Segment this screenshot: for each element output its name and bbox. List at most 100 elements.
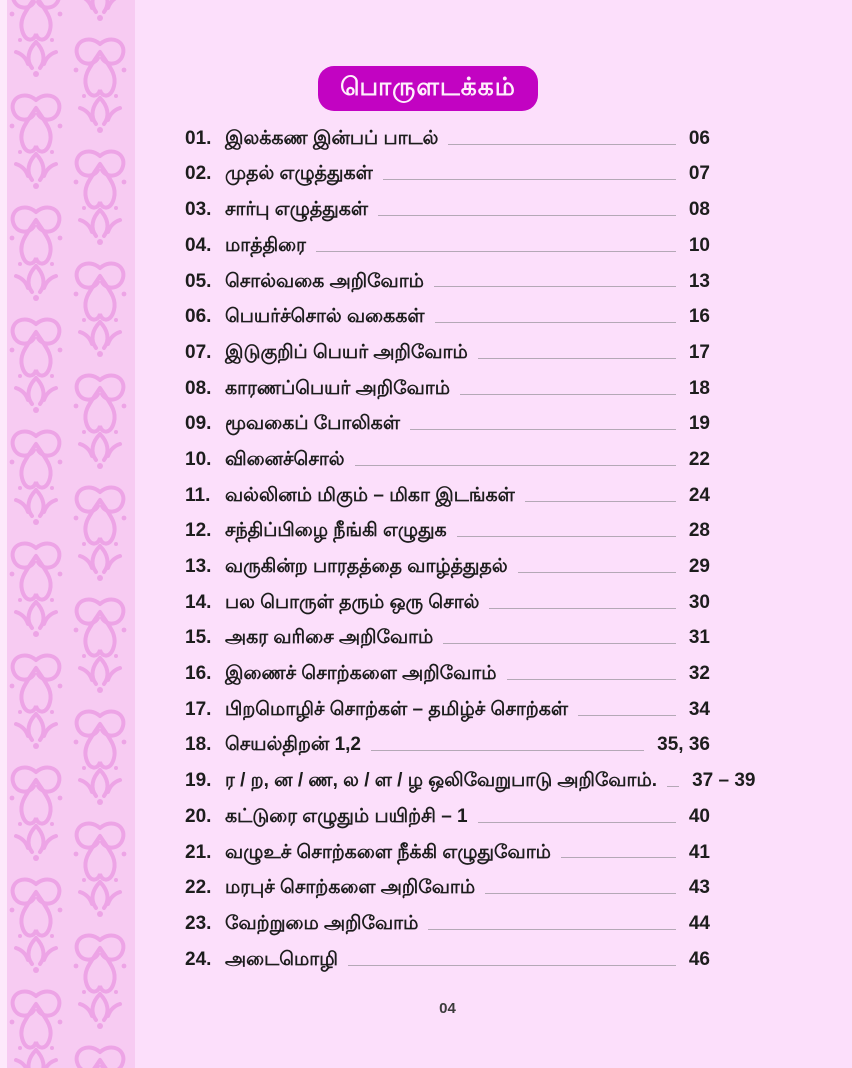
toc-row: 12. சந்திப்பிழை நீங்கி எழுதுக 28 [185,514,710,550]
toc-row: 24. அடைமொழி 46 [185,942,710,978]
leader-line [456,536,676,538]
toc-item-title: சொல்வகை அறிவோம் [225,270,424,292]
toc-item-title: மூவகைப் போலிகள் [225,413,400,435]
toc-item-title: மாத்திரை [225,234,306,256]
toc-item-page: 44 [688,912,710,934]
toc-item-number: 16. [185,663,212,685]
toc-item-number: 14. [185,591,212,613]
leader-line [378,215,676,217]
leader-line [560,857,676,859]
toc-item-number: 05. [185,270,212,292]
toc-row: 04. மாத்திரை 10 [185,228,710,264]
toc-item-number: 03. [185,199,212,221]
leader-line [409,429,676,431]
toc-item-number: 01. [185,127,212,149]
toc-row: 23. வேற்றுமை அறிவோம் 44 [185,906,710,942]
toc-item-number: 24. [185,948,212,970]
toc-item-title: கட்டுரை எழுதும் பயிற்சி – 1 [225,805,468,827]
toc-row: 17. பிறமொழிச் சொற்கள் – தமிழ்ச் சொற்கள் … [185,692,710,728]
toc-item-page: 29 [688,556,710,577]
toc-row: 20. கட்டுரை எழுதும் பயிற்சி – 1 40 [185,799,710,835]
toc-item-page: 30 [688,591,710,613]
leader-line [489,607,676,609]
toc-item-title: பல பொருள் தரும் ஒரு சொல் [225,591,480,613]
toc-row: 22. மரபுச் சொற்களை அறிவோம் 43 [185,870,710,906]
toc-item-page: 17 [688,341,710,363]
toc-item-title: இலக்கண இன்பப் பாடல் [225,127,439,149]
leader-line [443,643,676,645]
toc-item-number: 09. [185,413,212,435]
toc-item-number: 11. [185,484,211,506]
toc-item-title: ர / ற, ன / ண, ல / ள / ழ ஒலிவேறுபாடு அறிவ… [225,770,658,792]
toc-item-title: அடைமொழி [225,948,338,970]
toc-row: 19. ர / ற, ன / ண, ல / ள / ழ ஒலிவேறுபாடு … [185,763,755,799]
toc-item-page: 41 [688,841,710,863]
toc-item-number: 02. [185,163,212,185]
toc-row: 03. சார்பு எழுத்துகள் 08 [185,192,710,228]
toc-item-title: மரபுச் சொற்களை அறிவோம் [225,877,476,899]
toc-item-page: 34 [688,698,710,720]
leader-line [485,893,676,895]
toc-row: 18. செயல்திறன் 1,2 35, 36 [185,728,710,764]
toc-item-number: 21. [185,841,212,863]
toc-item-number: 18. [185,734,212,756]
toc-item-number: 12. [185,520,212,542]
leader-line [354,464,676,466]
toc-item-page: 43 [688,877,710,899]
toc-item-page: 10 [688,234,710,256]
toc-item-number: 07. [185,341,212,363]
toc-item-title: சார்பு எழுத்துகள் [225,199,369,221]
toc-item-page: 16 [688,306,710,328]
toc-row: 02. முதல் எழுத்துகள் 07 [185,157,710,193]
toc-item-page: 19 [688,413,710,435]
toc-item-number: 19. [185,770,212,792]
toc-item-page: 46 [688,948,710,970]
toc-row: 05. சொல்வகை அறிவோம் 13 [185,264,710,300]
toc-item-title: வருகின்ற பாரதத்தை வாழ்த்துதல் [225,556,508,577]
leader-line [460,393,676,395]
footer-page-number: 04 [439,1000,456,1017]
toc-item-number: 13. [185,556,212,577]
toc-item-title: சந்திப்பிழை நீங்கி எழுதுக [225,520,447,542]
leader-line [524,500,676,502]
toc-item-page: 06 [688,127,710,149]
toc-item-page: 37 – 39 [692,770,756,792]
toc-item-title: காரணப்பெயர் அறிவோம் [225,377,450,399]
toc-row: 16. இணைச் சொற்களை அறிவோம் 32 [185,656,710,692]
leader-line [448,143,676,145]
toc-item-page: 40 [688,805,710,827]
leader-line [315,250,676,252]
toc-item-title: இணைச் சொற்களை அறிவோம் [225,663,497,685]
toc-item-number: 10. [185,448,212,470]
leader-line [506,679,676,680]
leader-line [578,714,676,716]
leader-line [434,322,676,324]
toc-item-page: 35, 36 [657,734,710,756]
leader-line [428,928,676,930]
toc-item-number: 04. [185,234,212,256]
toc-item-number: 23. [185,912,212,934]
toc-item-title: பெயர்ச்சொல் வகைகள் [225,306,425,328]
toc-item-title: முதல் எழுத்துகள் [225,163,373,185]
toc-item-page: 22 [688,448,710,470]
toc-item-title: வினைச்சொல் [225,448,345,470]
toc-item-title: வழுஉச் சொற்களை நீக்கி எழுதுவோம் [225,841,551,863]
toc-row: 06. பெயர்ச்சொல் வகைகள் 16 [185,299,710,335]
toc-item-title: பிறமொழிச் சொற்கள் – தமிழ்ச் சொற்கள் [225,698,568,720]
toc-item-page: 28 [688,520,710,542]
decorative-border-pattern [0,0,135,1068]
toc-item-title: வேற்றுமை அறிவோம் [225,912,419,934]
toc-row: 01. இலக்கண இன்பப் பாடல் 06 [185,121,710,157]
leader-line [477,821,676,823]
leader-line [667,786,680,788]
toc-row: 14. பல பொருள் தரும் ஒரு சொல் 30 [185,585,710,621]
toc-item-page: 13 [688,270,710,292]
leader-line [371,750,645,752]
toc-item-page: 32 [688,663,710,685]
toc-row: 21. வழுஉச் சொற்களை நீக்கி எழுதுவோம் 41 [185,835,710,871]
toc-row: 15. அகர வரிசை அறிவோம் 31 [185,621,710,657]
toc-item-title: செயல்திறன் 1,2 [225,734,361,756]
toc-item-number: 22. [185,877,212,899]
toc-item-title: இடுகுறிப் பெயர் அறிவோம் [225,341,468,363]
toc-item-number: 06. [185,306,212,328]
